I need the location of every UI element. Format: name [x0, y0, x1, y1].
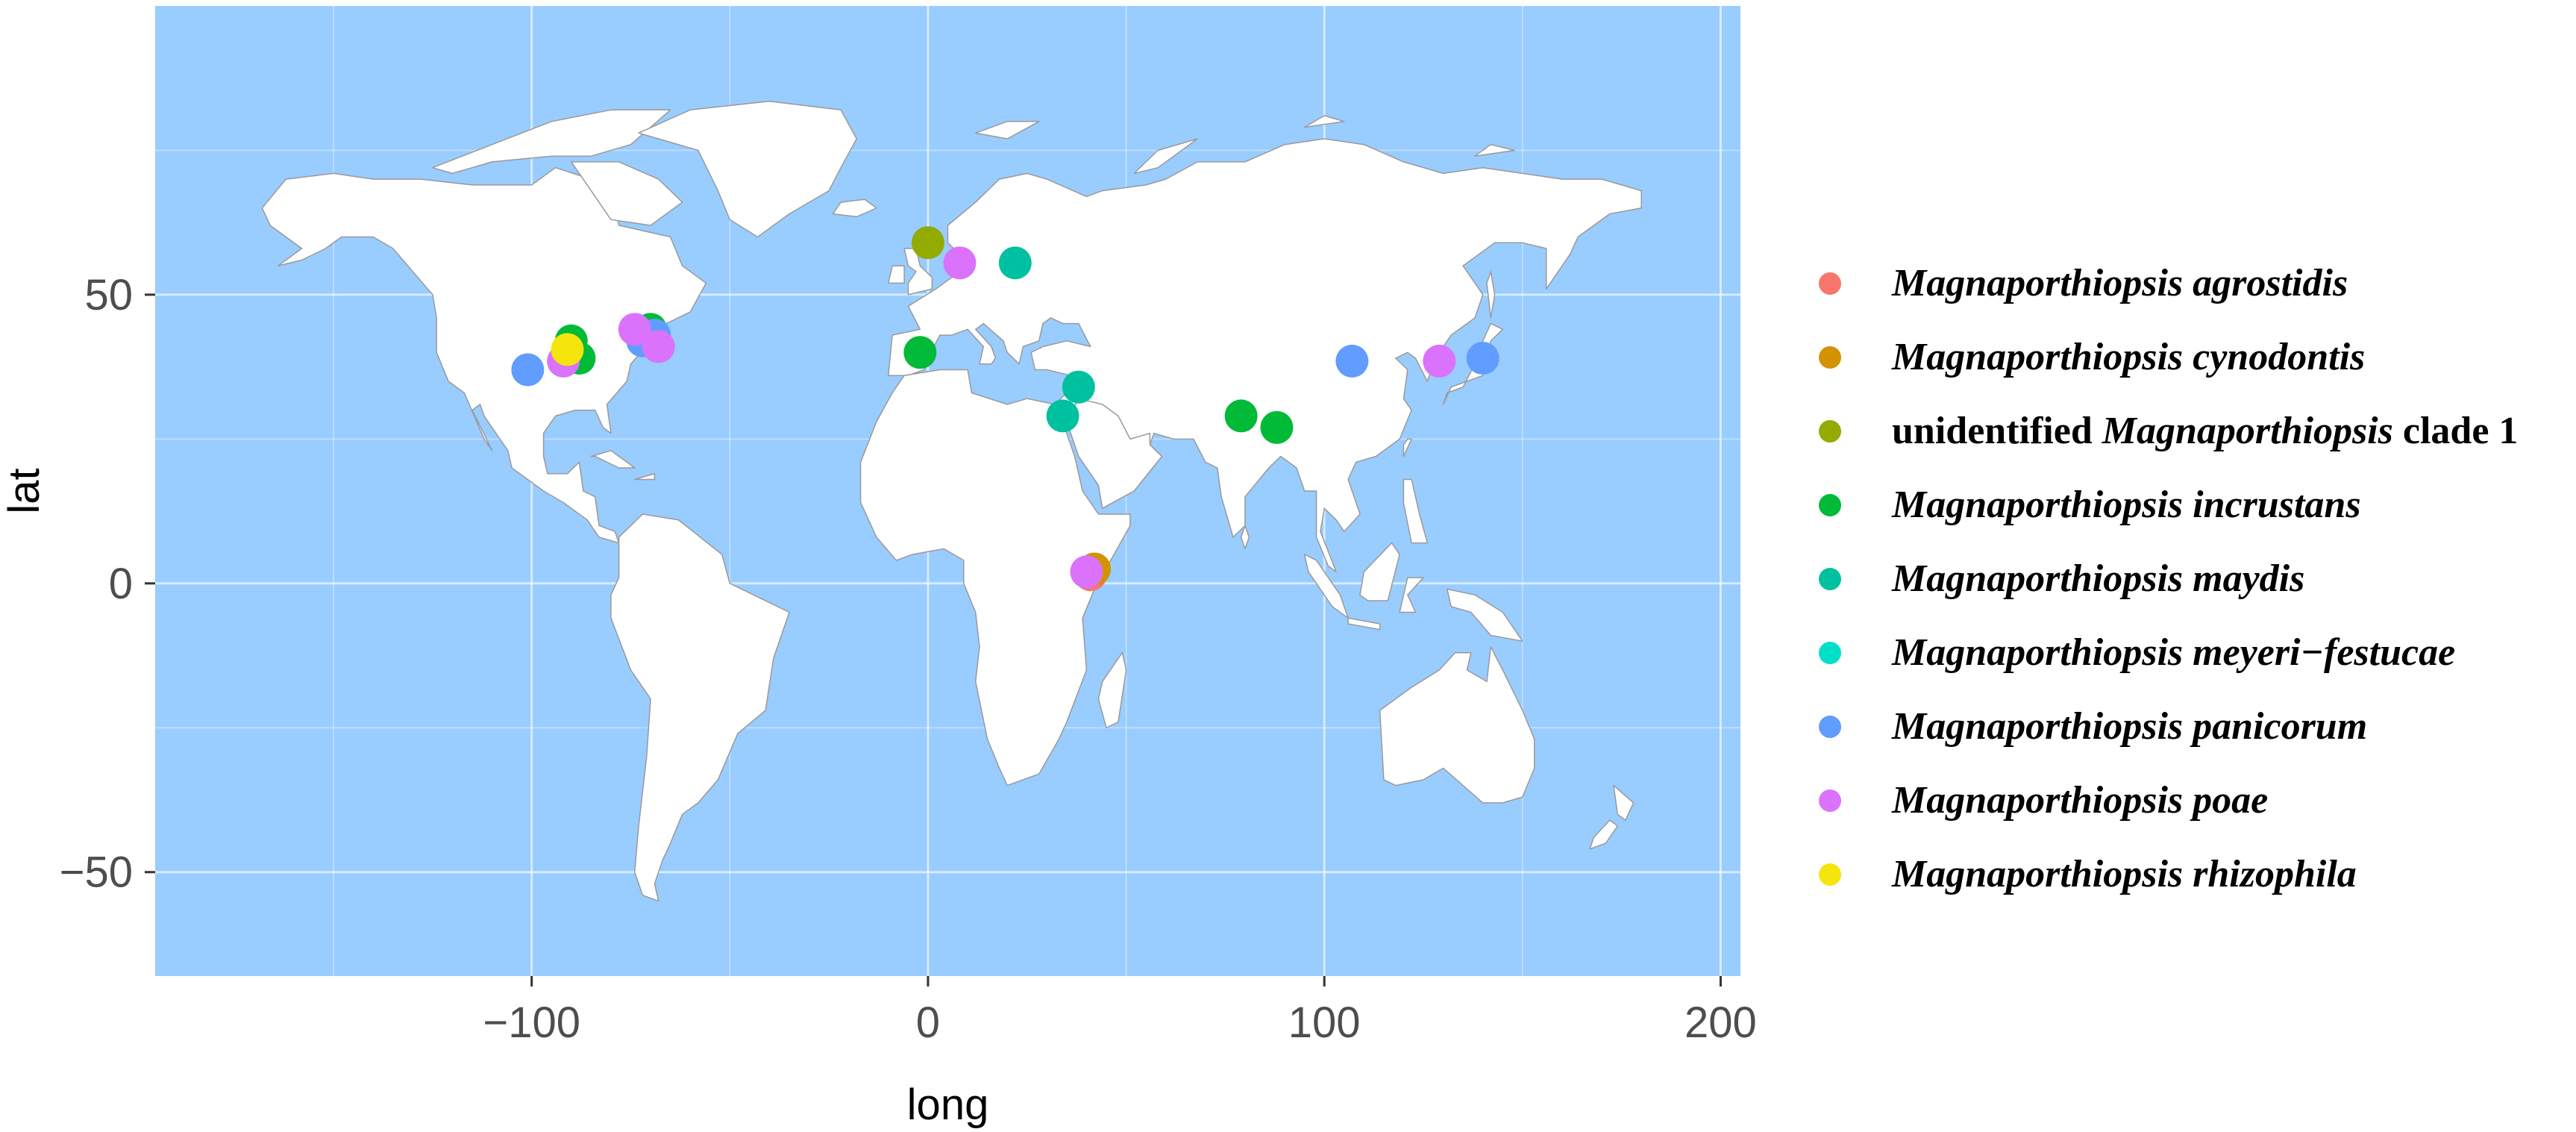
legend-label-italic-part: Magnaporthiopsis	[2102, 410, 2393, 452]
sulawesi-shape	[1399, 577, 1424, 613]
novaya-zemlya-shape	[1133, 138, 1198, 175]
sri-lanka-shape	[1240, 525, 1250, 550]
legend-item: Magnaporthiopsis rhizophila	[1805, 837, 2518, 911]
legend-label-italic-part: Magnaporthiopsis panicorum	[1892, 705, 2368, 748]
occurrence-point	[1260, 410, 1294, 444]
legend-label-roman-part: clade 1	[2392, 410, 2519, 452]
legend-key	[1819, 272, 1841, 295]
legend-key	[1819, 493, 1841, 516]
y-tick-label: 0	[109, 560, 133, 608]
occurrence-point	[998, 246, 1032, 280]
x-tick-label: 0	[916, 998, 940, 1047]
occurrence-point	[1062, 370, 1095, 404]
occurrence-point	[511, 353, 545, 387]
greenland-shape	[638, 100, 858, 238]
y-axis-ticks: −50 0 50	[60, 271, 155, 897]
ireland-shape	[888, 265, 905, 284]
legend-label: Magnaporthiopsis maydis	[1892, 557, 2304, 601]
legend-label: Magnaporthiopsis rhizophila	[1892, 852, 2357, 896]
south-america-shape	[610, 513, 790, 902]
legend-label-italic-part: Magnaporthiopsis rhizophila	[1892, 853, 2357, 895]
legend-key	[1819, 863, 1841, 886]
legend-label-italic-part: Magnaporthiopsis agrostidis	[1892, 262, 2348, 304]
new-zealand-north-shape	[1613, 784, 1635, 821]
y-axis-title: lat	[0, 468, 48, 513]
legend-label: unidentified Magnaporthiopsis clade 1	[1892, 409, 2518, 453]
occurrence-point	[1335, 344, 1369, 378]
cuba-shape	[590, 450, 636, 469]
legend-label-italic-part: Magnaporthiopsis maydis	[1892, 557, 2305, 600]
legend-key	[1819, 715, 1841, 738]
x-axis-ticks: −100 0 100 200	[483, 976, 1757, 1047]
occurrence-point	[903, 336, 937, 369]
occurrence-point	[1466, 342, 1499, 375]
philippines-shape	[1403, 478, 1429, 544]
legend-item: Magnaporthiopsis cynodontis	[1805, 320, 2518, 394]
legend-label-italic-part: Magnaporthiopsis cynodontis	[1892, 336, 2366, 378]
y-tick-label: 50	[84, 271, 133, 319]
occurrence-points	[511, 226, 1499, 592]
legend-item: Magnaporthiopsis maydis	[1805, 542, 2518, 616]
taiwan-shape	[1403, 438, 1412, 457]
north-america-shape	[261, 166, 707, 544]
arabian-shape	[1066, 398, 1163, 509]
occurrence-point	[618, 313, 651, 346]
x-tick-label: −100	[483, 998, 580, 1047]
legend-item: Magnaporthiopsis agrostidis	[1805, 246, 2518, 320]
legend-key	[1819, 789, 1841, 812]
legend: Magnaporthiopsis agrostidis Magnaporthiop…	[1805, 246, 2518, 911]
australia-shape	[1379, 646, 1535, 804]
legend-label-italic-part: Magnaporthiopsis poae	[1892, 779, 2269, 822]
occurrence-point	[943, 246, 977, 280]
sakhalin-shape	[1486, 271, 1496, 319]
legend-item: unidentified Magnaporthiopsis clade 1	[1805, 394, 2518, 468]
legend-label: Magnaporthiopsis panicorum	[1892, 704, 2367, 748]
baffin-shape	[571, 161, 683, 226]
borneo-shape	[1359, 542, 1400, 601]
legend-label-roman-part: unidentified	[1892, 410, 2102, 452]
legend-item: Magnaporthiopsis panicorum	[1805, 689, 2518, 763]
africa-shape	[859, 369, 1131, 787]
eurasia-shape	[888, 138, 1642, 573]
legend-label: Magnaporthiopsis meyeri−festucae	[1892, 631, 2455, 675]
occurrence-point	[1224, 399, 1258, 433]
occurrence-point	[1070, 555, 1103, 589]
java-shape	[1347, 617, 1381, 631]
x-tick-label: 100	[1288, 998, 1361, 1047]
legend-item: Magnaporthiopsis poae	[1805, 763, 2518, 837]
svalbard-shape	[974, 121, 1040, 140]
x-tick-label: 200	[1685, 998, 1757, 1047]
occurrence-point	[1046, 399, 1079, 433]
legend-key	[1819, 641, 1841, 664]
legend-label-italic-part: Magnaporthiopsis meyeri−festucae	[1892, 631, 2456, 674]
canadian-arctic-shape	[432, 109, 671, 175]
iceland-shape	[832, 198, 877, 218]
occurrence-point	[911, 226, 944, 260]
x-axis-title: long	[907, 1081, 989, 1129]
legend-item: Magnaporthiopsis meyeri−festucae	[1805, 616, 2518, 689]
new-guinea-shape	[1447, 588, 1523, 642]
new-zealand-south-shape	[1589, 819, 1619, 850]
legend-label-italic-part: Magnaporthiopsis incrustans	[1892, 484, 2361, 526]
legend-key	[1819, 419, 1841, 443]
y-tick-label: −50	[60, 848, 133, 897]
legend-key	[1819, 567, 1841, 590]
britain-shape	[903, 248, 933, 295]
legend-key	[1819, 345, 1841, 369]
new-siberian-shape	[1474, 143, 1515, 157]
legend-label: Magnaporthiopsis poae	[1892, 778, 2268, 822]
legend-label: Magnaporthiopsis agrostidis	[1892, 261, 2348, 305]
occurrence-point	[1423, 344, 1456, 378]
occurrence-point	[642, 330, 675, 363]
world-landmasses	[261, 100, 1642, 902]
hispaniola-shape	[634, 473, 656, 481]
legend-item: Magnaporthiopsis incrustans	[1805, 468, 2518, 542]
madagascar-shape	[1097, 651, 1127, 729]
occurrence-point	[551, 333, 584, 366]
legend-label: Magnaporthiopsis cynodontis	[1892, 335, 2365, 379]
severnaya-zemlya-shape	[1303, 115, 1345, 128]
legend-label: Magnaporthiopsis incrustans	[1892, 483, 2361, 527]
